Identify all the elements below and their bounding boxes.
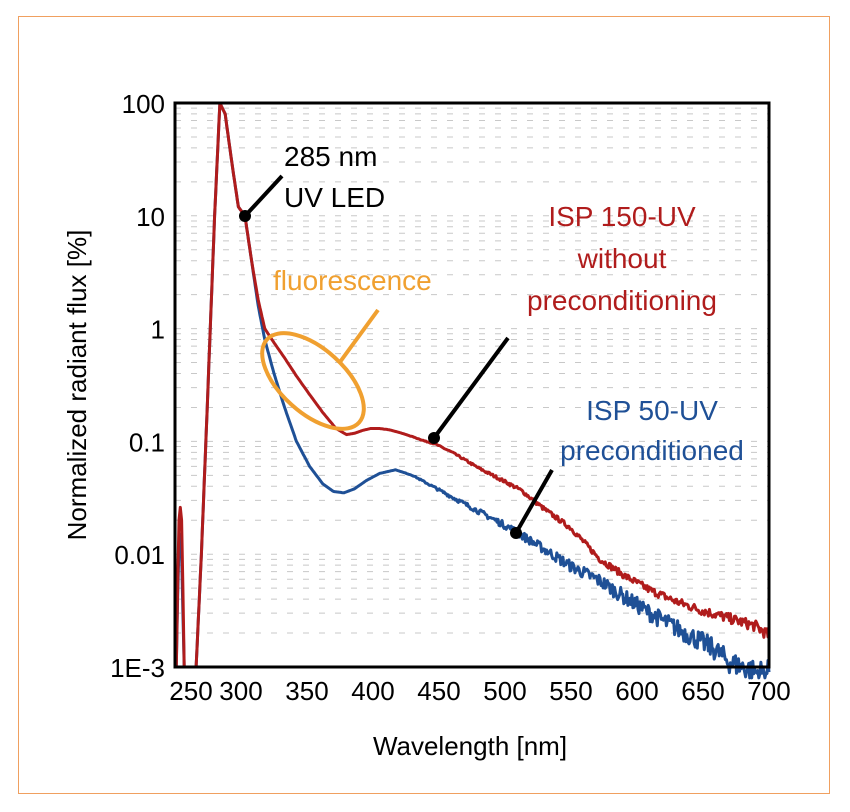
x-tick-label: 400 [351,676,394,706]
x-tick-label: 600 [615,676,658,706]
x-tick-label: 550 [549,676,592,706]
led-arrow-dot [239,210,251,222]
x-axis-label: Wavelength [nm] [373,731,567,761]
series-lines [174,101,771,680]
isp50-label-line2: preconditioned [560,435,744,466]
isp50-arrow [514,469,554,534]
led-arrow [243,174,284,218]
plot-frame [173,101,771,669]
y-axis-label: Normalized radiant flux [%] [62,230,92,541]
x-tick-label: 700 [747,676,790,706]
y-tick-labels: 100 10 1 0.1 0.01 1E-3 [110,89,165,683]
isp150-label-line2: without [577,243,667,274]
y-tick-label: 1E-3 [110,653,165,683]
led-label-line2: UV LED [284,182,385,213]
isp50-label-line1: ISP 50-UV [586,395,718,426]
led-label-line1: 285 nm [284,141,377,172]
isp150-arrow [432,336,510,440]
x-tick-labels: 250 300 350 400 450 500 550 600 650 700 [169,676,790,706]
y-tick-label: 0.1 [129,427,165,457]
x-tick-label: 650 [681,676,724,706]
fluorescence-ellipse [260,331,366,431]
y-tick-label: 100 [122,89,165,119]
fluorescence-pointer [338,308,380,364]
x-tick-label: 500 [483,676,526,706]
series-line-isp150 [174,101,771,669]
series-line-isp50 [174,101,771,680]
y-tick-label: 10 [136,202,165,232]
isp150-label-line3: preconditioning [527,285,717,316]
x-tick-label: 350 [285,676,328,706]
isp50-arrow-dot [510,527,522,539]
isp150-arrow-dot [428,432,440,444]
x-tick-label: 300 [219,676,262,706]
y-tick-label: 1 [151,315,165,345]
figure-border [18,16,830,794]
x-tick-label: 250 [169,676,212,706]
x-tick-label: 450 [417,676,460,706]
y-tick-label: 0.01 [114,540,165,570]
isp150-label-line1: ISP 150-UV [548,201,696,232]
fluorescence-label: fluorescence [273,265,432,296]
